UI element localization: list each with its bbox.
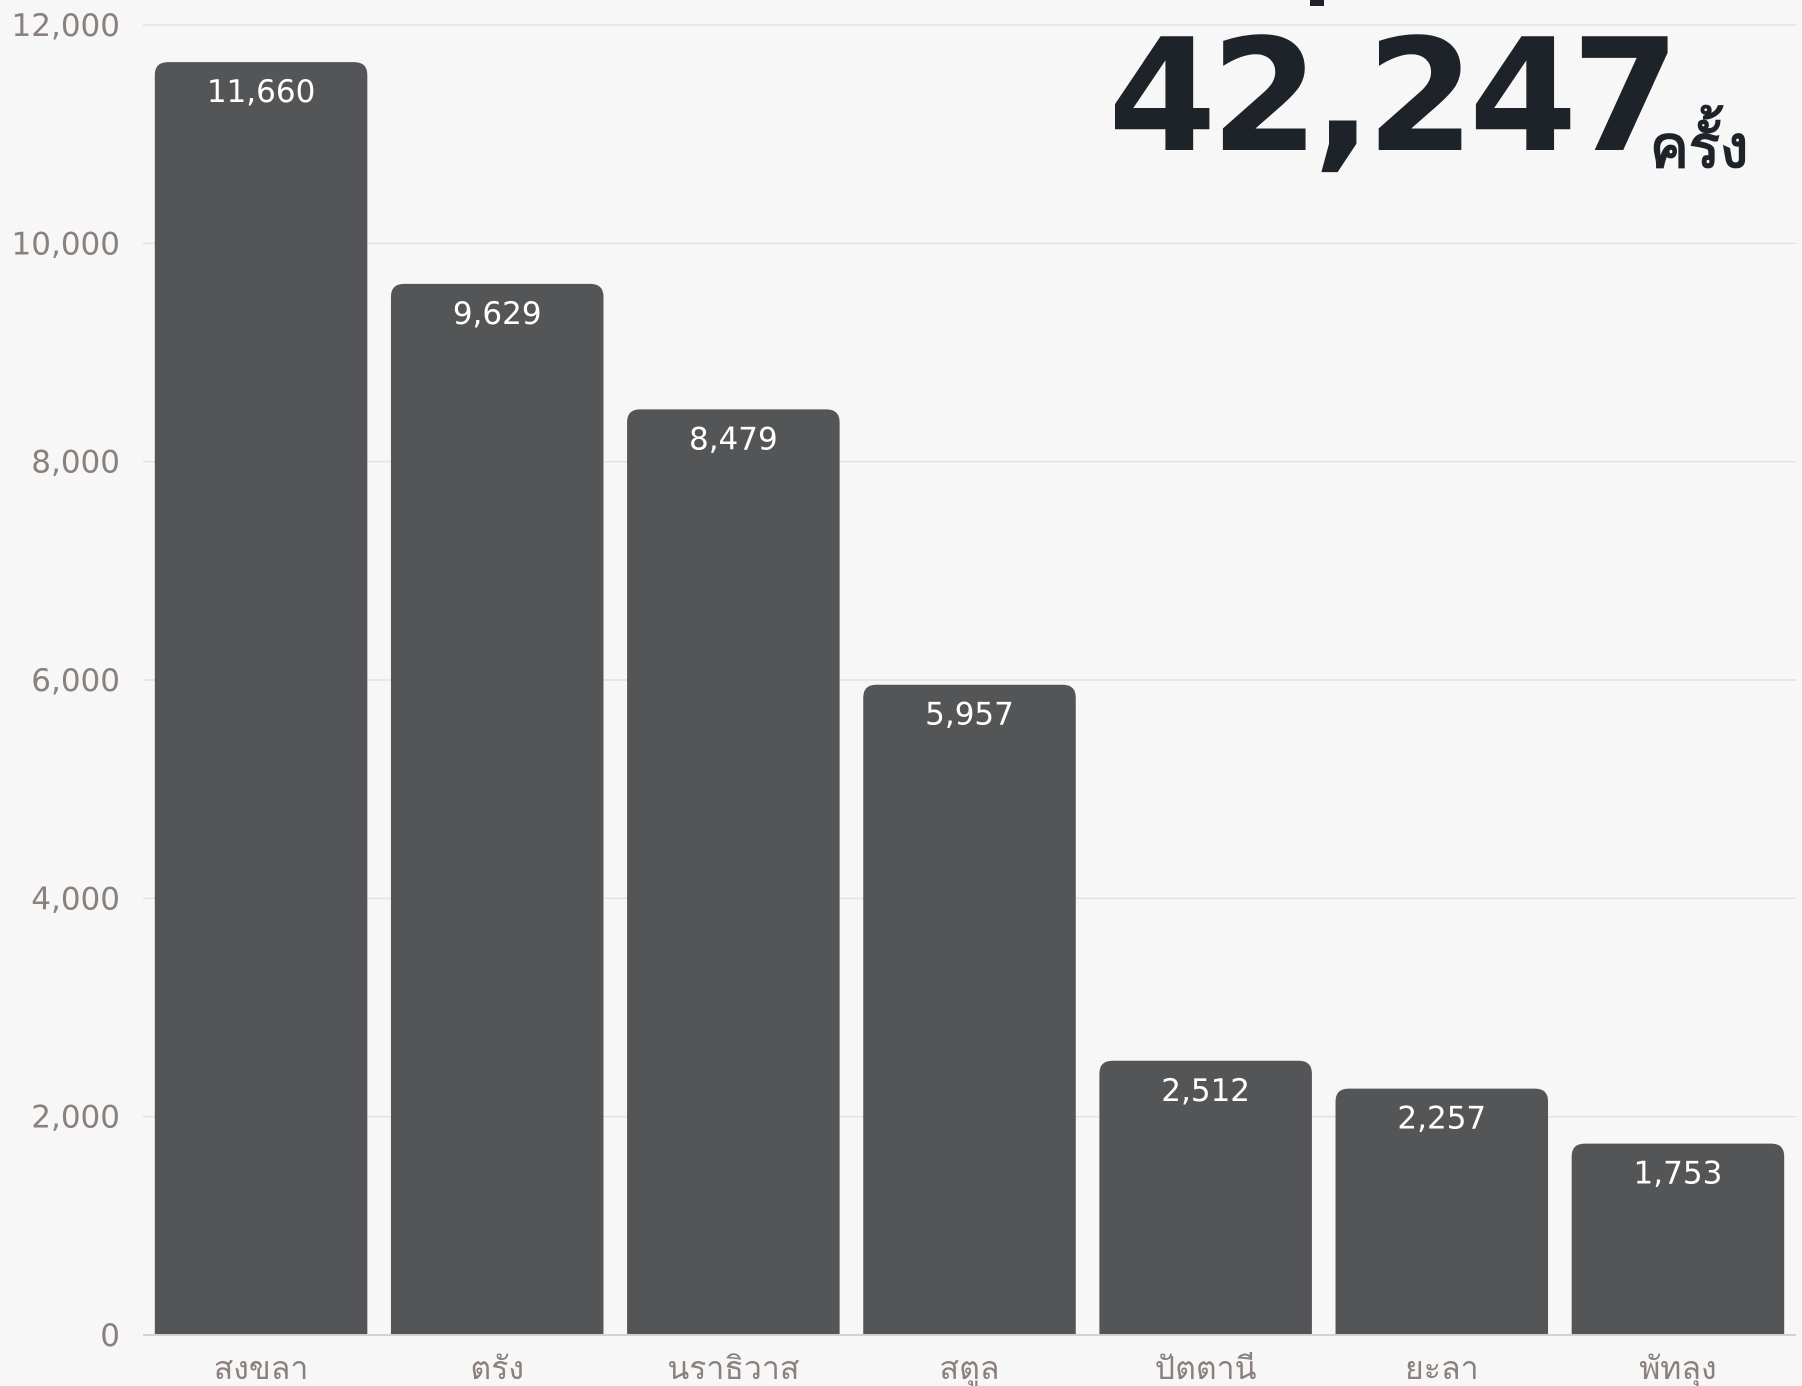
title-fragment [1310,0,1324,6]
bar-value-label: 9,629 [453,296,542,332]
y-tick-label: 12,000 [12,8,120,44]
y-tick-label: 4,000 [31,881,120,917]
x-tick-label: ปัตตานี [1155,1349,1257,1386]
y-tick-label: 6,000 [31,663,120,699]
bar-2 [390,283,604,1335]
bar-1 [154,62,368,1335]
y-tick-label: 8,000 [31,445,120,481]
bar-6 [1335,1088,1549,1335]
x-tick-label: นราธิวาส [667,1349,799,1386]
total-value: 42,247 [1108,5,1680,187]
x-tick-label: ยะลา [1405,1349,1479,1386]
bar-value-label: 5,957 [925,697,1014,733]
x-tick-label: พัทลุง [1639,1349,1716,1386]
bar-value-label: 1,753 [1634,1156,1723,1192]
bar-value-label: 8,479 [689,421,778,457]
bar-value-label: 2,512 [1161,1073,1250,1109]
y-tick-label: 10,000 [12,226,120,262]
bar-value-label: 11,660 [207,74,315,110]
y-tick-label: 2,000 [31,1100,120,1136]
y-tick-label: 0 [100,1318,120,1354]
x-tick-label: สตูล [940,1349,1000,1386]
bar-7 [1571,1143,1785,1335]
total-unit: ครั้ง [1650,113,1749,181]
x-tick-label: สงขลา [214,1349,309,1386]
x-tick-label: ตรัง [470,1349,524,1386]
bar-3 [627,409,840,1335]
bar-4 [863,684,1076,1335]
bar-value-label: 2,257 [1397,1101,1486,1137]
bar-5 [1099,1060,1312,1335]
